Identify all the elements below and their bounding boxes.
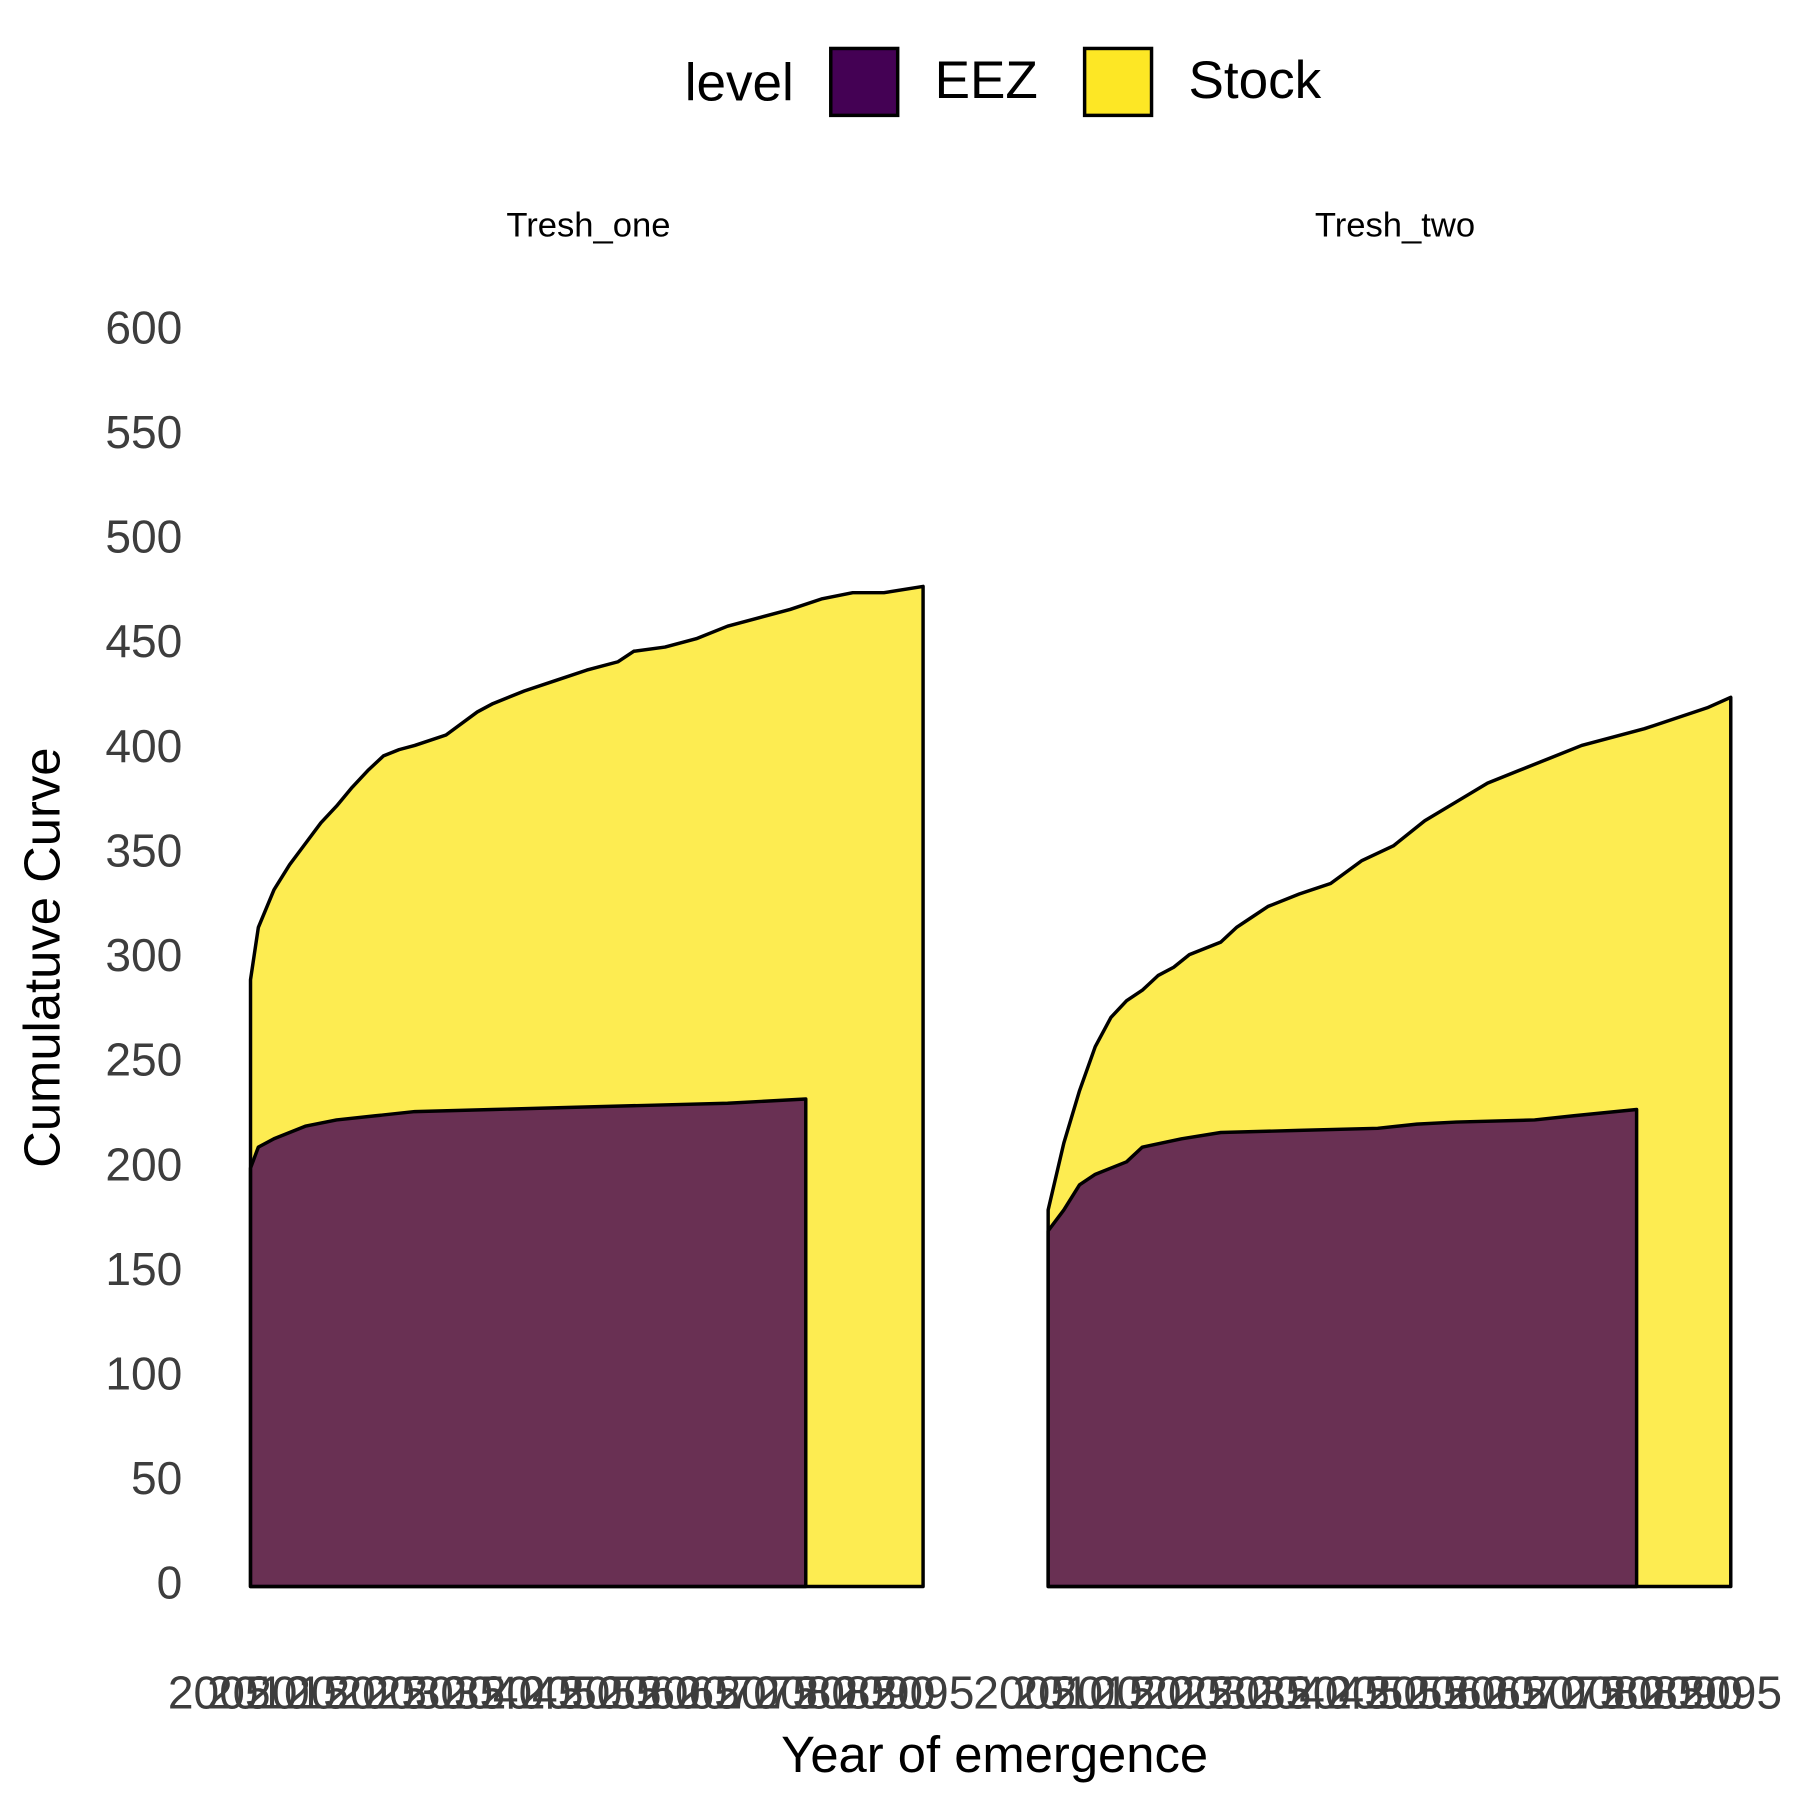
x-tick-label: 2065	[637, 1666, 740, 1718]
x-tick-label: 2070	[1483, 1666, 1586, 1718]
x-tick-label: 2080	[1562, 1666, 1665, 1718]
x-tick-label: 2005	[973, 1666, 1076, 1718]
legend-label: EEZ	[935, 51, 1038, 110]
x-tick-label: 2010	[207, 1666, 310, 1718]
legend-key	[829, 46, 900, 118]
y-axis-title: Cumulatuve Curve	[14, 748, 71, 1168]
x-tick-label: 2030	[363, 1666, 466, 1718]
y-tick-label: 350	[105, 824, 182, 876]
x-tick-label: 2005	[168, 1666, 271, 1718]
x-tick-label: 2065	[1444, 1666, 1547, 1718]
x-tick-label: 2090	[833, 1666, 936, 1718]
y-tick-label: 500	[105, 511, 182, 563]
x-tick-label: 2085	[1601, 1666, 1704, 1718]
legend-key	[1082, 46, 1154, 118]
x-tick-label: 2080	[754, 1666, 857, 1718]
x-tick-label: 2075	[1523, 1666, 1626, 1718]
y-tick-label: 50	[131, 1452, 182, 1504]
x-tick-label: 2020	[1091, 1666, 1194, 1718]
x-tick-label: 2095	[872, 1666, 975, 1718]
x-tick-label: 2060	[598, 1666, 701, 1718]
x-tick-label: 2035	[403, 1666, 506, 1718]
x-tick-label: 2095	[1679, 1666, 1782, 1718]
x-tick-label: 2015	[1052, 1666, 1155, 1718]
x-tick-label: 2010	[1013, 1666, 1116, 1718]
x-tick-label: 2045	[481, 1666, 584, 1718]
x-tick-label: 2045	[1287, 1666, 1390, 1718]
x-tick-label: 2085	[794, 1666, 897, 1718]
y-tick-label: 400	[105, 720, 182, 772]
x-tick-label: 2025	[324, 1666, 427, 1718]
x-axis-title: Year of emergence	[781, 1726, 1208, 1783]
x-tick-label: 2040	[1248, 1666, 1351, 1718]
y-tick-label: 250	[105, 1034, 182, 1086]
x-tick-label: 2090	[1640, 1666, 1743, 1718]
area	[248, 1097, 808, 1589]
legend-label: Stock	[1188, 51, 1321, 110]
x-tick-label: 2050	[520, 1666, 623, 1718]
x-tick-label: 2070	[676, 1666, 779, 1718]
x-tick-label: 2035	[1209, 1666, 1312, 1718]
x-tick-label: 2030	[1169, 1666, 1272, 1718]
x-tick-label: 2020	[285, 1666, 388, 1718]
x-tick-label: 2055	[1366, 1666, 1469, 1718]
x-tick-label: 2040	[442, 1666, 545, 1718]
x-tick-label: 2025	[1130, 1666, 1233, 1718]
y-tick-label: 450	[105, 615, 182, 667]
y-tick-label: 300	[105, 929, 182, 981]
facet-title: Tresh_two	[1315, 206, 1475, 244]
y-tick-label: 200	[105, 1138, 182, 1190]
y-tick-label: 0	[157, 1557, 183, 1609]
area	[1046, 1107, 1639, 1589]
y-tick-label: 100	[105, 1347, 182, 1399]
x-tick-label: 2055	[559, 1666, 662, 1718]
x-tick-label: 2075	[715, 1666, 818, 1718]
x-tick-label: 2050	[1326, 1666, 1429, 1718]
y-tick-label: 600	[105, 301, 182, 353]
facet-title: Tresh_one	[506, 206, 670, 244]
legend-title: level	[685, 54, 794, 113]
x-tick-label: 2015	[246, 1666, 349, 1718]
y-tick-label: 550	[105, 406, 182, 458]
x-tick-label: 2060	[1405, 1666, 1508, 1718]
y-tick-label: 150	[105, 1243, 182, 1295]
